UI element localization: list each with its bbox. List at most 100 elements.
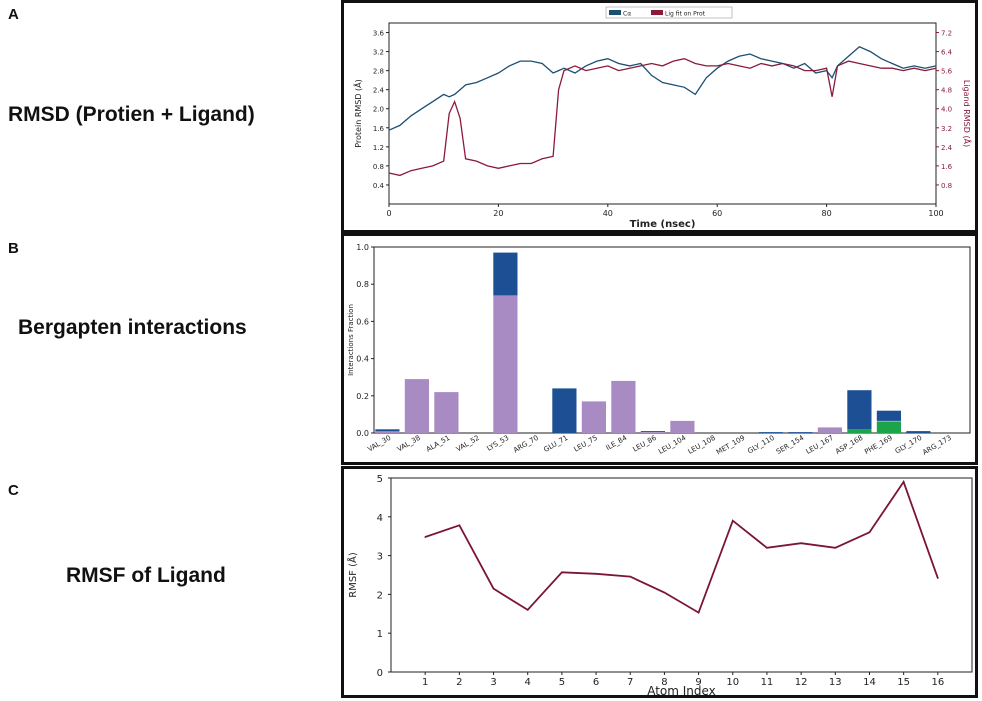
y-tick-label: 2.8 [373,68,384,76]
legend-swatch [651,10,663,15]
x-tick-label: LEU_167 [805,434,835,456]
rmsd-chart: 0 20 40 60 80 100 0.4 0.8 1.2 1.6 2.0 2.4 2.8 3.2 3.6 0… [352,6,973,230]
x-tick-label: LEU_108 [687,434,717,456]
x-tick-label: VAL_30 [366,434,392,454]
panel-c-letter: C [8,482,19,499]
y-tick-label: 4 [377,513,383,524]
plot-area [388,22,937,205]
bar-segment [876,410,901,421]
plot-area [373,246,971,434]
y-axis-label: Interactions Fraction [347,304,355,376]
rmsf-line [424,479,939,614]
x-tick-label: SER_154 [775,434,806,456]
x-tick-label: 1 [422,677,428,688]
x-tick-label: 10 [726,677,739,688]
bar-segment [876,421,901,433]
x-tick-label: 8 [661,677,667,688]
y-tick-label: 2.0 [373,106,384,114]
bar-segment [788,432,813,433]
rmsd-chart-frame: 0 20 40 60 80 100 0.4 0.8 1.2 1.6 2.0 2.4 2.8 3.2 3.6 0… [341,0,978,233]
y-tick-label: 1.6 [373,125,385,133]
x-tick-label: ALA_51 [425,434,452,454]
y-tick-label: 1.0 [356,243,369,252]
y-axis-label: RMSF (Å) [346,552,359,598]
y-right-tick-label: 7.2 [941,30,952,38]
rmsf-point [766,547,768,549]
x-tick-label: 5 [559,677,565,688]
series-line-ligand [388,58,937,177]
y-right-tick-label: 5.6 [941,68,953,76]
bar-segment [817,427,842,433]
y-right-tick-label: 0.8 [941,182,952,190]
bar-segment [434,392,459,433]
rmsf-point [629,575,631,578]
x-tick-label: LEU_104 [657,434,688,456]
bar-segment [847,429,872,433]
y-tick-label: 0.0 [356,429,369,438]
y-tick-label: 2 [377,590,383,601]
y-right-tick-label: 6.4 [941,49,953,57]
rmsf-point [492,587,495,590]
x-tick-label: MET_109 [715,434,746,457]
x-tick-label: 2 [456,677,462,688]
y-tick-label: 1.2 [373,144,384,152]
x-tick-label: 20 [493,209,503,218]
panel-a-letter: A [8,6,19,23]
x-tick-label: 11 [761,677,774,688]
legend-label: Cα [623,11,631,18]
y-tick-label: 0.8 [356,280,369,289]
bar-segment [375,431,400,433]
rmsf-point [800,542,802,544]
bar-segment [847,390,872,430]
x-tick-label: ARG_173 [921,434,953,457]
panel-a-description: RMSD (Protien + Ligand) [8,103,255,126]
x-tick-label: GLY_110 [746,434,776,456]
bar-segment [640,431,665,432]
x-tick-label: 14 [863,677,876,688]
x-tick-label: 9 [695,677,701,688]
x-tick-label: VAL_52 [455,434,481,454]
x-tick-label: LEU_75 [572,434,598,454]
x-tick-label: GLY_170 [894,434,924,456]
rmsf-chart-frame: 0 1 2 3 4 5 1 2 3 4 5 6 7 8 9 10 11 12 13 14 15 16 Atom Index R… [341,466,978,698]
y-right-tick-label: 4.8 [941,87,952,95]
rmsf-point [595,573,597,575]
y-tick-label: 3 [377,552,383,563]
x-tick-label: 6 [593,677,599,688]
x-tick-label: ILE_84 [605,434,629,453]
x-tick-label: 80 [822,209,832,218]
y-tick-label: 0 [377,668,383,679]
x-tick-label: LEU_86 [631,434,658,454]
bar-segment [906,431,931,433]
panel-c-description: RMSF of Ligand [66,564,226,587]
rmsf-point [902,481,905,483]
x-tick-label: GLU_71 [542,434,569,454]
bar-segment [375,429,400,432]
y-tick-label: 0.8 [373,163,384,171]
y-axis-label: Protein RMSD (Å) [352,79,363,148]
bar-segment [758,432,783,433]
rmsf-point [526,609,529,611]
x-tick-label: 13 [829,677,842,688]
bar-segment [581,401,606,433]
x-axis-label: Atom Index [647,684,716,695]
rmsf-point [732,519,734,522]
y-right-tick-label: 2.4 [941,144,953,152]
y-tick-label: 0.2 [356,392,369,401]
x-tick-label: 12 [795,677,808,688]
legend-label: Lig fit on Prot [665,11,706,18]
x-tick-label: 15 [897,677,910,688]
panel-b-letter: B [8,240,19,257]
x-tick-label: ARG_70 [512,434,540,455]
y-tick-label: 0.4 [356,355,369,364]
y-tick-label: 5 [377,474,383,485]
rmsf-point [663,591,666,594]
bar-segment [552,388,577,433]
rmsf-point [834,547,837,549]
x-tick-label: 0 [386,209,391,218]
legend-box [605,6,733,19]
x-tick-label: 3 [490,677,496,688]
bar-segment [493,295,518,433]
y-right-axis-label: Ligand RMSD (Å) [962,80,973,147]
